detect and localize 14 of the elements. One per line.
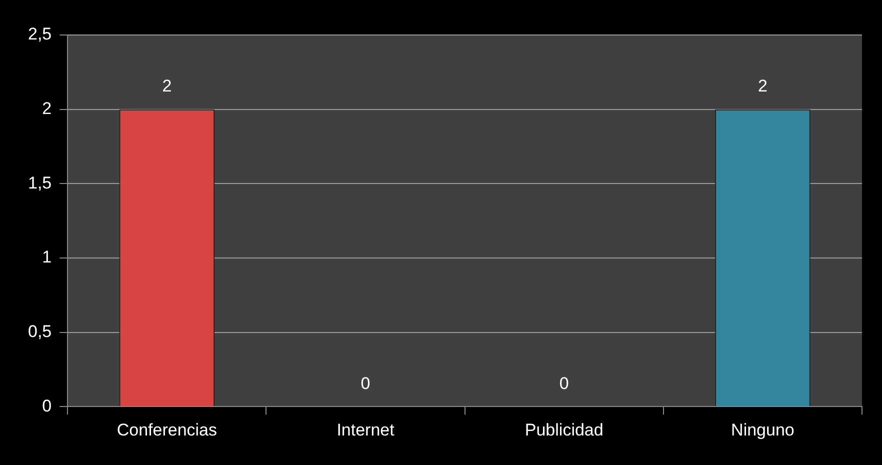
x-tick-label: Internet (336, 420, 395, 440)
y-tick-label: 0,5 (28, 322, 52, 341)
data-label: 2 (758, 76, 768, 96)
y-tick-label: 2 (42, 99, 52, 118)
data-label: 2 (162, 76, 172, 96)
data-label: 0 (559, 374, 569, 393)
y-tick-label: 2,5 (28, 24, 52, 44)
y-tick-label: 0 (42, 396, 52, 416)
y-tick-label: 1,5 (28, 173, 52, 192)
x-tick-label: Publicidad (524, 420, 604, 440)
x-tick-label: Ninguno (731, 420, 794, 440)
x-tick-label: Conferencias (116, 420, 218, 440)
data-label: 0 (360, 374, 370, 393)
y-tick-label: 1 (42, 248, 52, 267)
